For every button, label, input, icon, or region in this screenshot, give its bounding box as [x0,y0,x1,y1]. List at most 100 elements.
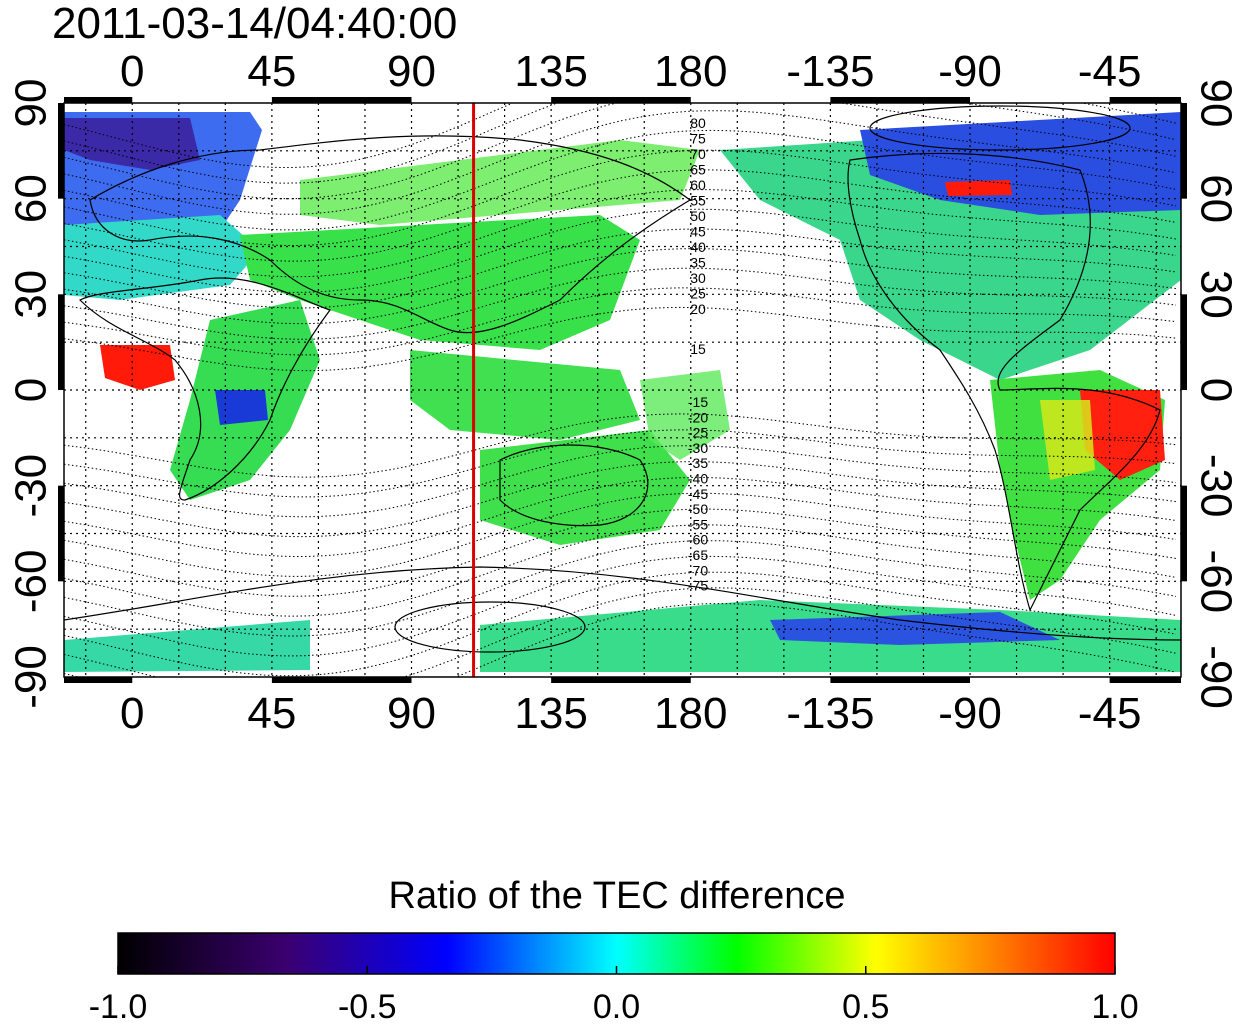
magnetic-contour-line [64,306,1177,372]
tec-region-europe-north-dark [64,118,200,170]
map-title: 2011-03-14/04:40:00 [52,0,457,48]
lon-tick-label: 135 [514,47,587,96]
magnetic-contour-line [64,189,1177,278]
tec-region-canada-blue [860,112,1181,215]
lat-tick-label: 30 [1191,270,1240,319]
contour-label: -40 [688,471,708,487]
contour-label: -25 [688,425,708,441]
contour-label: -70 [688,562,708,578]
lat-tick-label: 90 [7,79,56,128]
magnetic-contour-line [64,129,1177,231]
coastline-australia [499,444,649,527]
polar-oval-south [394,601,586,653]
lat-tick-label: -90 [1191,645,1240,709]
frame-tick-bars [58,97,1187,683]
tec-region-canada-red [945,180,1012,196]
frame-tick-bar [830,97,971,103]
colorbar-tick-label: 0.0 [593,988,640,1024]
frame-tick-bar [1109,97,1181,103]
contour-label: 25 [690,286,706,302]
contour-label: 60 [690,177,706,193]
contour-label: 30 [690,270,706,286]
lon-tick-label: -90 [938,47,1002,96]
lat-tick-label: -90 [7,645,56,709]
magnetic-contour-line [64,477,1177,557]
lat-tick-label: -60 [1191,550,1240,614]
coastline-contours [64,105,1181,653]
contour-label: 20 [690,301,706,317]
colorbar-tick-label: 1.0 [1091,988,1138,1024]
frame-tick-bar [1181,103,1187,199]
lat-tick-label: -30 [7,454,56,518]
lat-tick-label: 0 [7,378,56,402]
contour-label: 55 [690,193,706,209]
polar-oval-north [869,105,1131,151]
lon-tick-label: 45 [247,689,296,738]
lat-tick-label: 60 [1191,174,1240,223]
contour-label: -45 [688,486,708,502]
frame-tick-bar [271,677,412,683]
contour-label: 50 [690,208,706,224]
lat-tick-label: 30 [7,270,56,319]
contour-label: 80 [690,115,706,131]
tec-region-brazil-yellow [1040,400,1095,480]
tec-region-antarctica-blue [770,612,1060,645]
magnetic-contour-line [64,228,1177,309]
lon-tick-label: -135 [786,47,874,96]
frame-tick-bar [58,485,64,582]
lon-ticks-top: 0 45 90 135 180 -135 -90 -45 [120,47,1141,96]
contour-label: 70 [690,146,706,162]
lon-tick-label: 45 [247,47,296,96]
magnetic-contour-line [64,555,1177,657]
frame-tick-bar [58,294,64,390]
contour-label: -30 [688,440,708,456]
magnetic-contour-line [64,524,1177,617]
magnetic-contour-line [64,248,1177,325]
lat-tick-label: 0 [1191,378,1240,402]
lat-ticks-left: 90 60 30 0 -30 -60 -90 [7,79,56,709]
magnetic-contour-line [64,508,1177,597]
magnetic-contour-line [64,169,1177,262]
magnetic-contour-line [64,571,1177,677]
tec-region-asia-north [300,140,700,225]
frame-tick-bar [1109,677,1181,683]
colorbar-tick-label: -1.0 [89,988,148,1024]
contour-label: -60 [688,532,708,548]
lon-tick-label: -135 [786,689,874,738]
colorbar-tick-label: -0.5 [338,988,397,1024]
contour-label: -65 [688,547,708,563]
colorbar: Ratio of the TEC difference -1.0 -0.5 0.0 0… [89,875,1139,1024]
contour-label: 45 [690,224,706,240]
coastline-africa [78,277,331,501]
contour-label: 40 [690,239,706,255]
lon-tick-label: 135 [514,689,587,738]
tec-data-layer [64,112,1181,672]
magnetic-contour-line [64,540,1177,637]
magnetic-contour-line [64,603,1177,677]
lon-tick-label: -45 [1078,689,1142,738]
magnetic-contours [64,103,1177,677]
tec-region-indonesia [410,350,640,440]
lon-ticks-bottom: 0 45 90 135 180 -135 -90 -45 [120,689,1141,738]
contour-label: -15 [688,394,708,410]
lat-tick-label: 60 [7,174,56,223]
magnetic-contour-line [64,149,1177,246]
tec-region-central-africa-blue [215,390,268,425]
frame-tick-bar [830,677,971,683]
contour-label: 15 [690,341,706,357]
frame-tick-bar [551,97,691,103]
lat-tick-label: -60 [7,550,56,614]
tec-region-west-africa-red [100,345,175,390]
colorbar-tick-label: 0.5 [842,988,889,1024]
frame-tick-bar [58,103,64,199]
lon-tick-label: 180 [654,689,727,738]
coastline-americas [847,152,1161,612]
lon-tick-label: 90 [387,689,436,738]
frame-tick-bar [1181,294,1187,390]
magnetic-contour-line [64,208,1177,293]
lon-tick-label: 180 [654,47,727,96]
magnetic-contour-line [64,461,1177,538]
